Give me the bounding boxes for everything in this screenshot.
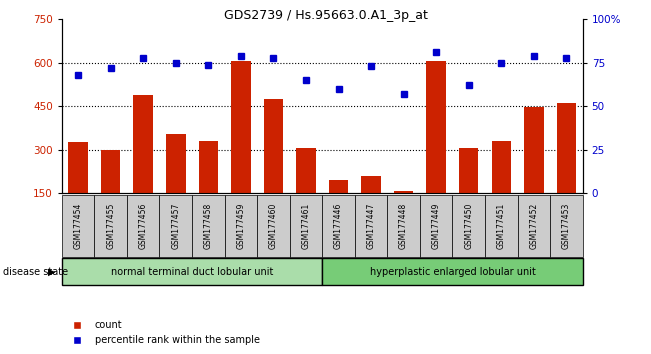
Bar bbox=[166, 134, 186, 193]
Bar bbox=[62, 258, 322, 285]
Bar bbox=[94, 195, 127, 257]
Bar bbox=[257, 195, 290, 257]
Text: normal terminal duct lobular unit: normal terminal duct lobular unit bbox=[111, 267, 273, 277]
Text: GSM177456: GSM177456 bbox=[139, 202, 148, 249]
Bar bbox=[557, 103, 576, 193]
Text: GSM177450: GSM177450 bbox=[464, 202, 473, 249]
Bar bbox=[394, 192, 413, 193]
Text: GSM177457: GSM177457 bbox=[171, 202, 180, 249]
Text: GSM177453: GSM177453 bbox=[562, 202, 571, 249]
Bar bbox=[192, 195, 225, 257]
Bar bbox=[101, 150, 120, 193]
Text: GSM177461: GSM177461 bbox=[301, 202, 311, 249]
Bar bbox=[322, 258, 583, 285]
Bar bbox=[322, 195, 355, 257]
Bar bbox=[420, 195, 452, 257]
Text: GSM177460: GSM177460 bbox=[269, 202, 278, 249]
Bar bbox=[426, 61, 446, 193]
Bar bbox=[329, 180, 348, 193]
Text: GSM177458: GSM177458 bbox=[204, 202, 213, 249]
Text: GSM177447: GSM177447 bbox=[367, 202, 376, 249]
Text: GSM177449: GSM177449 bbox=[432, 202, 441, 249]
Bar bbox=[387, 195, 420, 257]
Text: hyperplastic enlarged lobular unit: hyperplastic enlarged lobular unit bbox=[370, 267, 535, 277]
Bar bbox=[361, 176, 381, 193]
Text: GSM177459: GSM177459 bbox=[236, 202, 245, 249]
Text: GSM177452: GSM177452 bbox=[529, 202, 538, 249]
Bar bbox=[231, 61, 251, 193]
Bar bbox=[518, 195, 550, 257]
Text: disease state: disease state bbox=[3, 267, 68, 277]
Text: GDS2739 / Hs.95663.0.A1_3p_at: GDS2739 / Hs.95663.0.A1_3p_at bbox=[223, 9, 428, 22]
Bar bbox=[199, 141, 218, 193]
Bar bbox=[264, 99, 283, 193]
Text: GSM177448: GSM177448 bbox=[399, 202, 408, 249]
Bar bbox=[550, 195, 583, 257]
Bar bbox=[459, 148, 478, 193]
Bar bbox=[159, 195, 192, 257]
Bar bbox=[225, 195, 257, 257]
Bar bbox=[524, 107, 544, 193]
Text: GSM177446: GSM177446 bbox=[334, 202, 343, 249]
Bar bbox=[485, 195, 518, 257]
Bar bbox=[127, 195, 159, 257]
Bar bbox=[133, 95, 153, 193]
Bar bbox=[68, 142, 88, 193]
Bar bbox=[290, 195, 322, 257]
Bar bbox=[62, 195, 94, 257]
Text: GSM177455: GSM177455 bbox=[106, 202, 115, 249]
Text: GSM177451: GSM177451 bbox=[497, 202, 506, 249]
Bar bbox=[452, 195, 485, 257]
Text: GSM177454: GSM177454 bbox=[74, 202, 83, 249]
Legend: count, percentile rank within the sample: count, percentile rank within the sample bbox=[63, 316, 264, 349]
Text: ▶: ▶ bbox=[48, 267, 55, 277]
Bar bbox=[355, 195, 387, 257]
Bar bbox=[492, 141, 511, 193]
Bar bbox=[296, 148, 316, 193]
